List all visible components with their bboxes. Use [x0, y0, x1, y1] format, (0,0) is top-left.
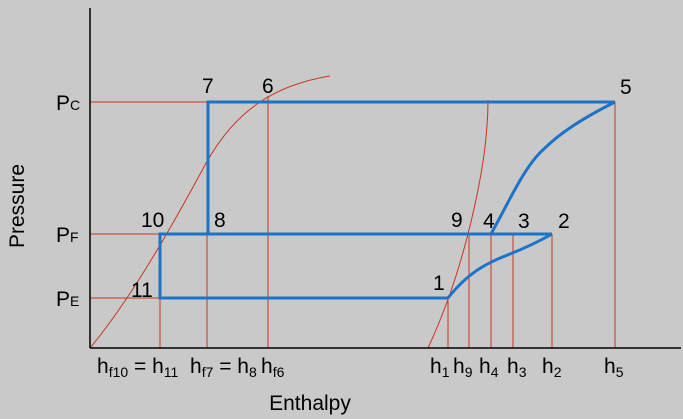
- enthalpy-label: hf7 = h8: [190, 355, 257, 380]
- pressure-label: PC: [56, 92, 80, 115]
- point-label: 8: [214, 209, 226, 232]
- label-part: h: [190, 355, 202, 378]
- label-part: 11: [164, 364, 179, 380]
- label-part: h: [542, 355, 554, 378]
- saturated-vapor-line: [427, 99, 489, 349]
- label-part: 2: [554, 364, 562, 380]
- label-part: 1: [442, 364, 450, 380]
- label-part: f7: [202, 364, 214, 380]
- point-label: 11: [131, 279, 153, 302]
- label-part: 3: [519, 364, 527, 380]
- point-label: 7: [202, 75, 214, 98]
- x-axis-title: Enthalpy: [269, 392, 351, 415]
- point-label: 5: [620, 76, 632, 99]
- label-part: 5: [616, 364, 624, 380]
- label-part: h: [430, 355, 442, 378]
- point-label: 9: [451, 209, 463, 232]
- cycle: [158, 100, 616, 300]
- enthalpy-label: h2: [542, 355, 562, 380]
- label-part: h: [604, 355, 616, 378]
- label-part: F: [70, 229, 79, 245]
- point-label: 10: [141, 209, 164, 232]
- saturated-liquid-line: [89, 75, 331, 349]
- label-part: C: [70, 97, 80, 113]
- label-part: h: [97, 355, 109, 378]
- label-part: h: [479, 355, 491, 378]
- enthalpy-label: hf6: [261, 355, 285, 380]
- label-part: h: [453, 355, 465, 378]
- label-part: 9: [465, 364, 473, 380]
- point-label: 4: [483, 210, 495, 233]
- label-part: P: [56, 288, 70, 311]
- label-part: = h: [213, 355, 249, 378]
- enthalpy-label: h1: [430, 355, 450, 380]
- label-part: f10: [109, 364, 129, 380]
- enthalpy-label: h4: [479, 355, 499, 380]
- enthalpy-label: h5: [604, 355, 624, 380]
- enthalpy-label: hf10 = h11: [97, 355, 179, 380]
- y-axis-title: Pressure: [6, 164, 29, 248]
- label-part: P: [56, 92, 70, 115]
- label-part: h: [261, 355, 273, 378]
- guide-lines: [90, 96, 616, 348]
- label-part: = h: [128, 355, 164, 378]
- pressure-label: PF: [56, 224, 79, 247]
- point-label: 1: [433, 272, 445, 295]
- enthalpy-label: h3: [507, 355, 527, 380]
- label-part: E: [70, 293, 79, 309]
- enthalpy-label: h9: [453, 355, 473, 380]
- point-label: 3: [518, 210, 530, 233]
- label-part: 8: [249, 364, 257, 380]
- point-label: 2: [558, 210, 570, 233]
- pressure-label: PE: [56, 288, 79, 311]
- label-part: f6: [273, 364, 285, 380]
- label-part: P: [56, 224, 70, 247]
- label-part: h: [507, 355, 519, 378]
- label-part: 4: [491, 364, 499, 380]
- point-label: 6: [262, 75, 274, 98]
